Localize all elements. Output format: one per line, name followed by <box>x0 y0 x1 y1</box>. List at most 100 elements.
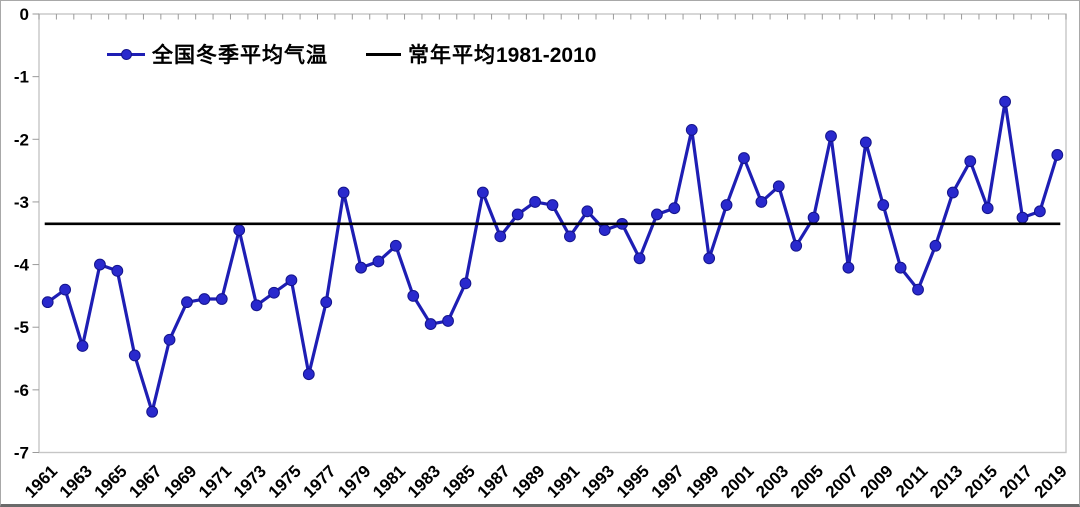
legend-label-normal-average: 常年平均1981-2010 <box>408 44 597 67</box>
data-point-marker <box>598 224 611 237</box>
data-point-marker <box>1033 205 1046 218</box>
data-point-marker <box>964 155 977 168</box>
legend-line-marker-icon <box>107 48 145 60</box>
x-axis-tick-label: 1971 <box>195 462 235 502</box>
x-axis-labels: 1961196319651967196919711973197519771979… <box>21 462 1071 502</box>
x-axis-tick-label: 1975 <box>265 462 305 502</box>
y-axis-tick-label: -1 <box>14 68 29 87</box>
data-point-marker <box>720 199 733 211</box>
x-axis-tick-label: 2011 <box>892 462 932 502</box>
data-point-marker <box>389 239 402 252</box>
x-axis-tick-label: 1995 <box>613 462 653 502</box>
data-point-marker <box>703 252 716 265</box>
data-point-marker <box>407 289 420 302</box>
x-axis-tick-label: 1981 <box>369 462 409 502</box>
data-point-marker <box>76 340 89 352</box>
x-axis-tick-label: 1969 <box>160 462 200 502</box>
x-axis-tick-label: 1991 <box>543 462 583 502</box>
x-axis-tick-label: 1979 <box>334 462 374 502</box>
x-axis-tick-label: 1987 <box>474 462 514 502</box>
data-point-marker <box>981 202 994 215</box>
data-point-marker <box>41 296 54 309</box>
data-point-marker <box>859 136 872 149</box>
data-point-marker <box>581 205 594 218</box>
winter-temp-markers <box>41 95 1064 418</box>
data-point-marker <box>94 258 106 271</box>
y-axis-tick-label: -7 <box>14 444 29 463</box>
data-point-marker <box>790 239 803 252</box>
data-point-marker <box>546 199 559 211</box>
data-point-marker <box>250 299 263 312</box>
legend-solid-line-icon <box>366 52 401 56</box>
data-point-marker <box>633 252 646 265</box>
data-point-marker <box>268 286 280 299</box>
data-point-marker <box>738 152 750 164</box>
x-axis-tick-label: 1985 <box>439 462 479 502</box>
data-point-marker <box>894 261 907 274</box>
x-axis-tick-label: 2007 <box>822 462 862 502</box>
y-axis: 0 -1 -2 -3 -4 -5 -6 -7 <box>14 5 39 463</box>
y-axis-tick-label: -4 <box>14 256 30 275</box>
data-point-marker <box>564 230 576 243</box>
data-point-marker <box>825 130 837 143</box>
data-point-marker <box>320 296 333 309</box>
data-point-marker <box>755 196 768 208</box>
data-point-marker <box>215 293 228 305</box>
x-axis-tick-label: 2009 <box>857 462 897 502</box>
x-axis-tick-label: 1965 <box>91 462 131 502</box>
data-point-marker <box>842 261 855 274</box>
data-point-marker <box>285 274 298 287</box>
x-axis-tick-label: 1973 <box>230 462 270 502</box>
data-point-marker <box>807 211 820 224</box>
data-point-marker <box>337 186 350 199</box>
data-point-marker <box>1051 149 1064 161</box>
data-point-marker <box>651 208 663 221</box>
x-axis-tick-label: 2001 <box>717 462 757 502</box>
x-axis-tick-label: 2013 <box>926 462 966 502</box>
x-axis-tick-label: 1997 <box>648 462 688 502</box>
data-point-marker <box>372 255 385 268</box>
y-axis-tick-label: -5 <box>14 318 29 337</box>
data-point-marker <box>529 196 541 208</box>
x-axis-tick-label: 1989 <box>508 462 548 502</box>
data-point-marker <box>494 230 507 243</box>
x-axis-tick-label: 1961 <box>21 462 61 502</box>
data-point-marker <box>459 277 472 290</box>
data-point-marker <box>668 202 681 215</box>
data-point-marker <box>59 283 72 296</box>
data-point-marker <box>198 293 211 305</box>
x-axis-tick-label: 2019 <box>1031 462 1071 502</box>
y-axis-tick-label: -3 <box>14 193 29 212</box>
x-axis-tick-label: 1963 <box>56 462 96 502</box>
top-axis-ticks <box>38 14 1067 20</box>
data-point-marker <box>302 368 315 381</box>
legend-item-normal-average: 常年平均1981-2010 <box>366 39 596 69</box>
x-axis-tick-label: 1993 <box>578 462 618 502</box>
legend-item-winter-avg-temp: 全国冬季平均气温 <box>107 39 328 69</box>
data-point-marker <box>424 318 437 330</box>
data-point-marker <box>476 186 489 199</box>
x-axis-tick-label: 2017 <box>996 462 1036 502</box>
data-point-marker <box>946 186 959 199</box>
data-point-marker <box>999 95 1011 108</box>
x-axis-tick-label: 1977 <box>300 462 340 502</box>
plot-area-border <box>38 13 1067 454</box>
y-axis-tick-label: -6 <box>14 381 29 400</box>
y-axis-tick-label: -2 <box>14 130 29 149</box>
winter-temp-series-line <box>46 100 1059 414</box>
data-point-marker <box>912 283 924 296</box>
data-point-marker <box>685 123 698 136</box>
data-point-marker <box>1016 211 1029 224</box>
data-point-marker <box>163 333 176 346</box>
data-point-marker <box>355 261 367 274</box>
x-axis-tick-label: 1967 <box>125 462 165 502</box>
data-point-marker <box>181 296 193 309</box>
legend-label-winter-avg-temp: 全国冬季平均气温 <box>152 44 328 67</box>
data-point-marker <box>877 199 890 211</box>
chart-legend: 全国冬季平均气温 常年平均1981-2010 <box>107 39 596 69</box>
data-point-marker <box>442 315 454 327</box>
data-point-marker <box>929 239 942 252</box>
x-axis-tick-label: 1983 <box>404 462 444 502</box>
data-point-marker <box>111 264 124 277</box>
